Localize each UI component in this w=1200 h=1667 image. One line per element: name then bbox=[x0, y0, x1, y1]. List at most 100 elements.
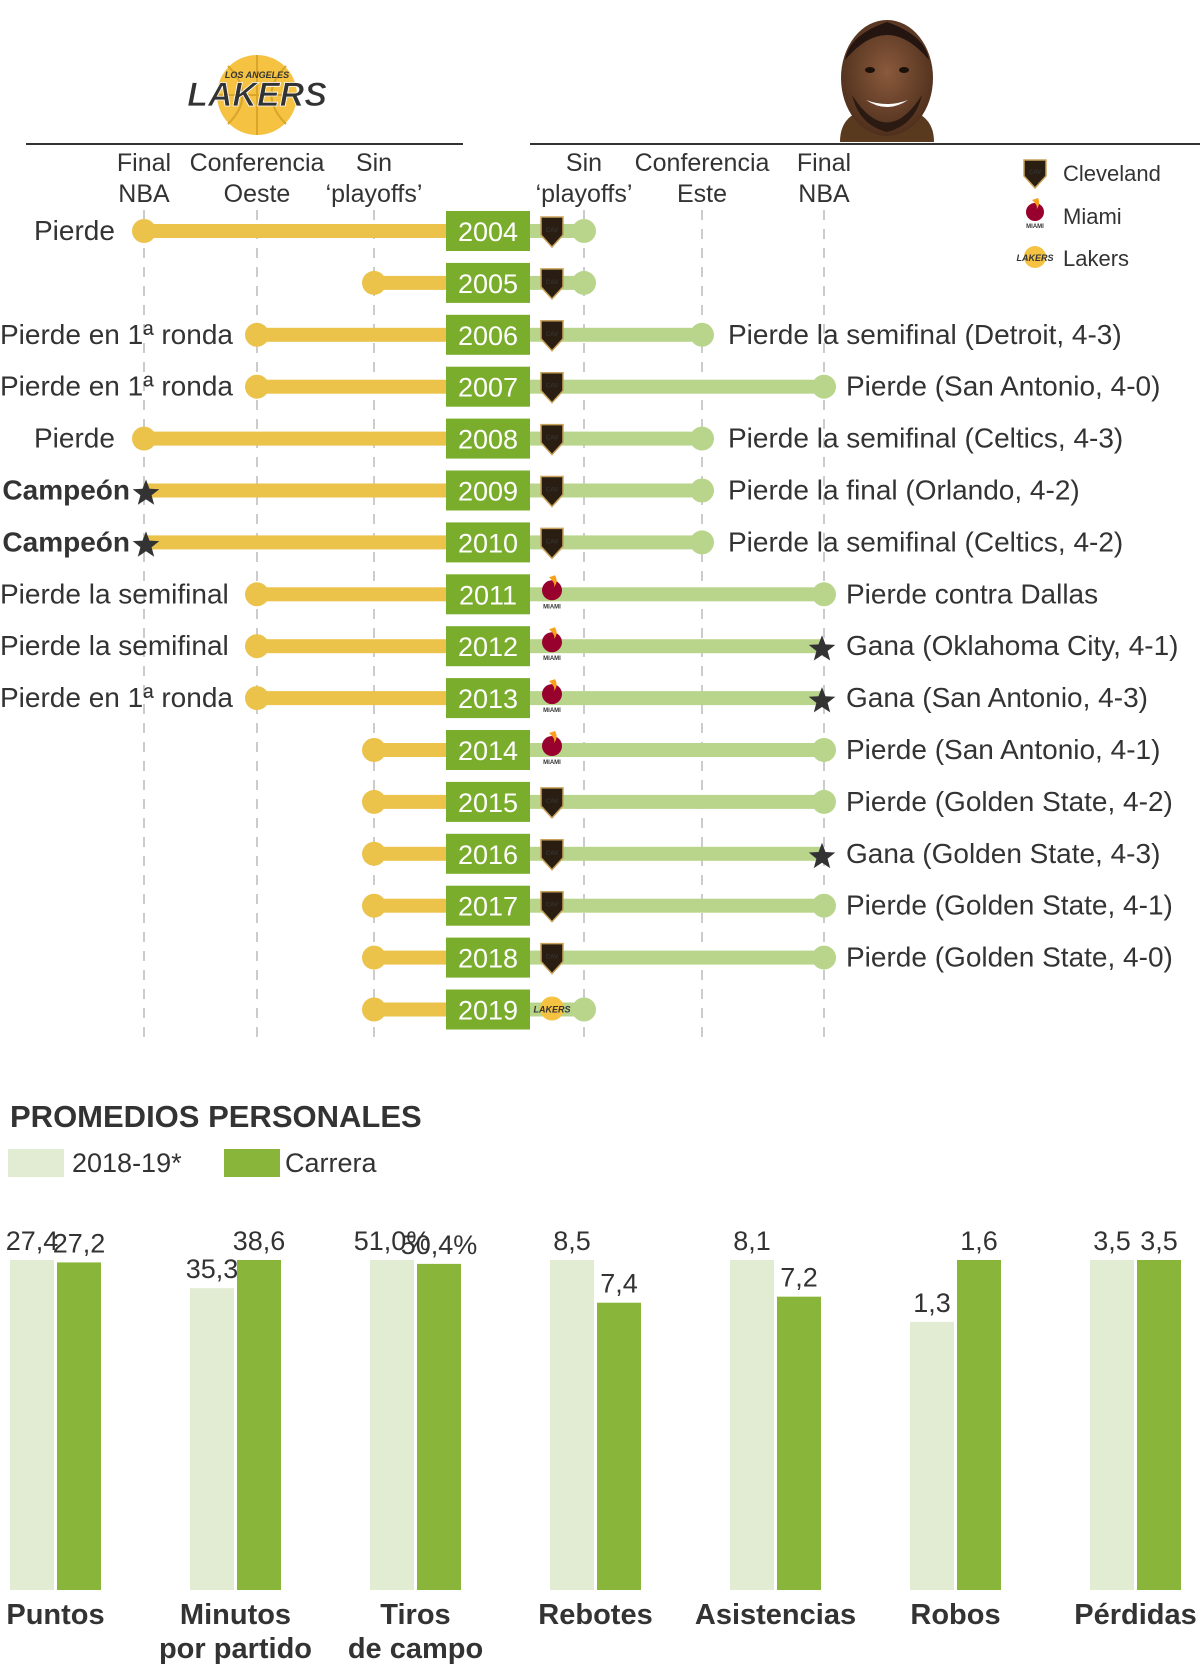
lakers-result-label: Pierde en 1ª ronda bbox=[0, 319, 233, 350]
bar-group-6: 3,5 3,5 Pérdidas bbox=[1074, 1226, 1197, 1631]
lebron-result-label: Pierde la semifinal (Celtics, 4-3) bbox=[728, 423, 1123, 454]
axis-header-conf-oeste-1: Conferencia bbox=[190, 149, 325, 177]
axis-header-final-nba-left-1: Final bbox=[117, 149, 171, 177]
lebron-dot bbox=[572, 270, 596, 295]
lebron-result-label: Pierde contra Dallas bbox=[846, 578, 1098, 609]
legend-label-miami: Miami bbox=[1063, 204, 1122, 229]
lebron-dot bbox=[812, 945, 836, 970]
lebron-dot bbox=[572, 219, 596, 243]
lakers-bar bbox=[144, 224, 446, 238]
bar-group-0: 27,427,2 Puntos bbox=[6, 1226, 106, 1631]
lakers-bar bbox=[257, 327, 446, 342]
timeline-row-2013: Pierde en 1ª ronda Gana (San Antonio, 4-3… bbox=[0, 678, 1148, 719]
lebron-bar bbox=[530, 535, 702, 550]
lakers-dot bbox=[245, 374, 269, 399]
svg-text:CAV: CAV bbox=[546, 436, 558, 442]
svg-text:LAKERS: LAKERS bbox=[533, 1005, 570, 1015]
bar-label-season: 8,5 bbox=[553, 1226, 591, 1256]
timeline-row-2018: Pierde (Golden State, 4-0) 2018 CAV bbox=[362, 937, 1173, 978]
year-label: 2009 bbox=[458, 477, 518, 507]
lebron-bar bbox=[530, 327, 702, 342]
lakers-dot bbox=[245, 634, 269, 659]
legend-cleveland-icon: CAV bbox=[1023, 159, 1047, 190]
bar-category-label-line2: de campo bbox=[348, 1633, 483, 1665]
lebron-dot bbox=[690, 478, 714, 503]
bar-label-season: 3,5 bbox=[1093, 1226, 1131, 1256]
axis-header-final-nba-right-2: NBA bbox=[798, 180, 850, 208]
lakers-bar bbox=[257, 379, 446, 394]
cleveland-team-icon: CAV bbox=[540, 527, 564, 560]
svg-text:CAV: CAV bbox=[546, 539, 558, 545]
bar-label-career: 38,6 bbox=[233, 1226, 286, 1256]
lakers-bar bbox=[374, 743, 446, 757]
lakers-dot bbox=[132, 426, 156, 451]
lebron-dot bbox=[572, 997, 596, 1022]
timeline-row-2005: 2005 CAV bbox=[362, 262, 596, 303]
bar-career bbox=[1137, 1260, 1181, 1590]
bar-label-season: 27,4 bbox=[6, 1226, 59, 1256]
cleveland-team-icon: CAV bbox=[540, 475, 564, 508]
timeline-row-2017: Pierde (Golden State, 4-1) 2017 CAV bbox=[362, 885, 1173, 926]
year-label: 2010 bbox=[458, 528, 518, 558]
bar-category-label: Asistencias bbox=[695, 1599, 856, 1631]
axis-header-final-nba-right-1: Final bbox=[797, 149, 851, 177]
legend-label-cleveland: Cleveland bbox=[1063, 161, 1161, 186]
cleveland-team-icon: CAV bbox=[540, 942, 564, 975]
miami-team-icon: MIAMI bbox=[542, 731, 562, 766]
bar-label-career: 3,5 bbox=[1140, 1226, 1178, 1256]
svg-text:CAV: CAV bbox=[546, 903, 558, 909]
timeline-row-2009: Campeón Pierde la final (Orlando, 4-2) 200… bbox=[2, 470, 1080, 511]
lebron-bar bbox=[530, 379, 824, 394]
lebron-result-label: Gana (Golden State, 4-3) bbox=[846, 838, 1160, 869]
year-box bbox=[446, 781, 530, 822]
year-label: 2016 bbox=[458, 840, 518, 870]
lebron-bar bbox=[530, 743, 824, 757]
cleveland-team-icon: CAV bbox=[540, 371, 564, 404]
lakers-bar bbox=[257, 639, 446, 654]
timeline-row-2014: Pierde (San Antonio, 4-1) 2014 MIAMI bbox=[362, 730, 1160, 770]
cleveland-team-icon: CAV bbox=[540, 320, 564, 352]
bar-category-label: Puntos bbox=[6, 1599, 104, 1631]
year-box bbox=[446, 989, 530, 1030]
bar-career bbox=[957, 1260, 1001, 1590]
lakers-dot bbox=[362, 841, 386, 866]
lakers-result-label: Pierde la semifinal bbox=[0, 578, 229, 609]
lakers-result-label: Pierde la semifinal bbox=[0, 630, 229, 661]
lebron-dot bbox=[690, 426, 714, 451]
lebron-result-label: Pierde la semifinal (Detroit, 4-3) bbox=[728, 319, 1122, 350]
year-label: 2015 bbox=[458, 788, 518, 818]
svg-text:CAV: CAV bbox=[546, 955, 558, 961]
year-label: 2019 bbox=[458, 996, 518, 1026]
lebron-result-label: Pierde la semifinal (Celtics, 4-2) bbox=[728, 526, 1123, 557]
lebron-bar bbox=[530, 794, 824, 809]
bar-category-label-line2: por partido bbox=[159, 1633, 312, 1665]
timeline-row-2004: Pierde 2004 CAV bbox=[34, 211, 596, 251]
lakers-result-label: Pierde bbox=[34, 215, 115, 246]
lakers-dot bbox=[245, 686, 269, 711]
year-label: 2005 bbox=[458, 269, 518, 299]
cleveland-team-icon: CAV bbox=[540, 890, 564, 923]
year-box bbox=[446, 678, 530, 719]
year-label: 2008 bbox=[458, 425, 518, 455]
year-box bbox=[446, 833, 530, 874]
lebron-dot bbox=[690, 530, 714, 555]
bar-legend-label-career: Carrera bbox=[285, 1148, 378, 1178]
axis-header-conf-este-1: Conferencia bbox=[635, 149, 770, 177]
timeline-row-2015: Pierde (Golden State, 4-2) 2015 CAV bbox=[362, 781, 1173, 822]
lebron-champion-star bbox=[808, 687, 836, 713]
bar-career bbox=[777, 1296, 821, 1590]
bar-category-label: Robos bbox=[910, 1599, 1000, 1631]
svg-text:MIAMI: MIAMI bbox=[1026, 224, 1044, 230]
miami-team-icon: MIAMI bbox=[542, 627, 562, 662]
timeline-row-2019: 2019 LAKERS bbox=[362, 989, 596, 1030]
lebron-bar bbox=[530, 691, 824, 706]
bar-legend-label-season: 2018-19* bbox=[72, 1148, 182, 1178]
bar-label-season: 35,3 bbox=[186, 1254, 239, 1284]
year-label: 2012 bbox=[458, 632, 518, 662]
year-box bbox=[446, 470, 530, 511]
lakers-result-label: Pierde en 1ª ronda bbox=[0, 371, 233, 402]
lebron-dot bbox=[812, 374, 836, 399]
lebron-bar bbox=[530, 639, 824, 654]
